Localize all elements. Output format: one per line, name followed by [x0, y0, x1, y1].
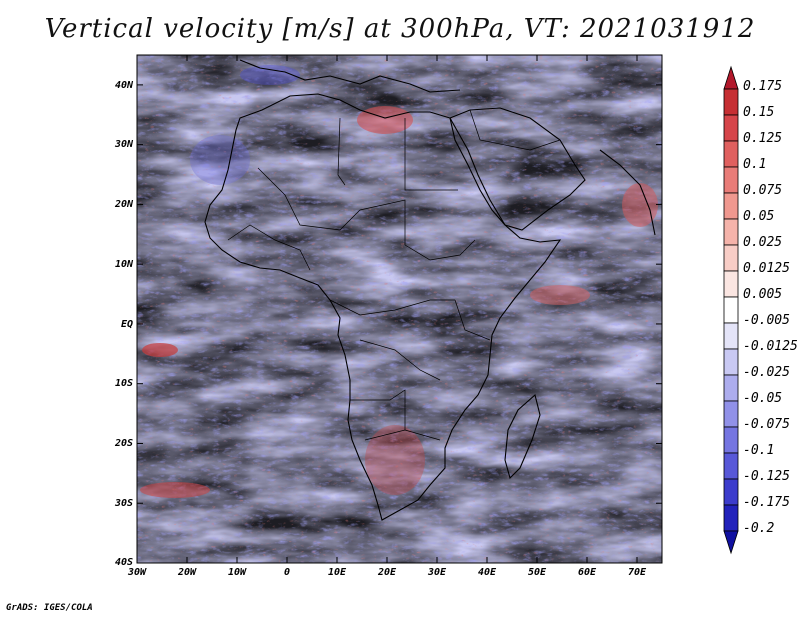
colorbar-segment: [723, 140, 739, 168]
india-coastline: [599, 149, 656, 236]
colorbar-label: 0.075: [743, 183, 783, 198]
lon-label-20w: 20W: [177, 567, 197, 578]
border-sahara-2: [337, 117, 346, 186]
colorbar-segment: [723, 452, 739, 480]
lon-label-20e: 20E: [377, 567, 397, 578]
colorbar-top-arrow: [723, 65, 739, 90]
lon-label-0: 0: [283, 567, 291, 578]
lon-label-70e: 70E: [627, 567, 647, 578]
colorbar-segment: [723, 426, 739, 454]
lat-label-20s: 20S: [114, 438, 133, 449]
colorbar-segment: [723, 88, 739, 116]
colorbar-segment: [723, 374, 739, 402]
border-congo: [359, 339, 441, 381]
colorbar-label: -0.125: [743, 469, 790, 484]
border-middle-east: [469, 109, 561, 151]
colorbar-label: 0.025: [743, 235, 783, 250]
colorbar: [723, 65, 739, 555]
colorbar-label: 0.0125: [743, 261, 790, 276]
feature-upward-south-atlantic: [140, 482, 210, 498]
colorbar-label: -0.075: [743, 417, 790, 432]
feature-upward-libya: [357, 106, 413, 134]
country-borders: [227, 109, 561, 441]
lon-label-30e: 30E: [427, 567, 447, 578]
arabia-coastline: [449, 107, 586, 231]
lat-label-40s: 40S: [114, 557, 133, 568]
colorbar-segment: [723, 478, 739, 506]
colorbar-segment: [723, 244, 739, 272]
colorbar-bottom-arrow: [723, 530, 739, 555]
feature-upward-atlantic: [142, 343, 178, 357]
lat-label-10n: 10N: [114, 259, 133, 270]
europe-coastline: [239, 59, 461, 93]
lat-label-eq: EQ: [120, 319, 133, 330]
lon-label-10e: 10E: [327, 567, 347, 578]
colorbar-label: 0.1: [743, 157, 767, 172]
africa-coastline: [204, 93, 562, 521]
lat-label-40n: 40N: [114, 80, 133, 91]
lon-label-50e: 50E: [527, 567, 547, 578]
credit-text: GrADS: IGES/COLA: [6, 603, 93, 613]
lon-label-60e: 60E: [577, 567, 597, 578]
lon-label-30w: 30W: [127, 567, 147, 578]
border-sahara-1: [257, 167, 406, 245]
colorbar-segment: [723, 348, 739, 376]
colorbar-label: 0.15: [743, 105, 775, 120]
border-east-africa: [454, 299, 491, 341]
colorbar-segment: [723, 322, 739, 350]
colorbar-label: -0.05: [743, 391, 783, 406]
colorbar-label: -0.175: [743, 495, 790, 510]
colorbar-segment: [723, 504, 739, 532]
madagascar-coastline: [504, 393, 541, 480]
map-title: Vertical velocity [m/s] at 300hPa, VT: 2…: [44, 14, 756, 44]
colorbar-label: 0.175: [743, 79, 783, 94]
feature-downward-sahara: [190, 135, 250, 185]
border-egypt: [404, 118, 458, 191]
colorbar-label: 0.125: [743, 131, 783, 146]
colorbar-label: -0.2: [743, 521, 775, 536]
colorbar-label: 0.005: [743, 287, 783, 302]
border-west-africa: [227, 224, 311, 271]
colorbar-segment: [723, 114, 739, 142]
border-sudan: [404, 239, 476, 261]
lat-label-20n: 20N: [114, 199, 133, 210]
colorbar-label: -0.0125: [743, 339, 798, 354]
colorbar-label: -0.1: [743, 443, 775, 458]
colorbar-label: -0.025: [743, 365, 790, 380]
colorbar-segment: [723, 218, 739, 246]
border-southern: [364, 429, 441, 441]
feature-upward-india: [622, 183, 658, 227]
colorbar-segment: [723, 192, 739, 220]
coastlines: [204, 59, 656, 521]
colorbar-segment: [723, 166, 739, 194]
feature-upward-indian-ocean: [530, 285, 590, 305]
lat-label-10s: 10S: [114, 378, 133, 389]
feature-upward-southern-africa: [365, 425, 425, 495]
colorbar-label: 0.05: [743, 209, 775, 224]
colorbar-segment: [723, 270, 739, 298]
lon-label-40e: 40E: [477, 567, 497, 578]
colorbar-label: -0.005: [743, 313, 790, 328]
plot-frame: [136, 54, 663, 564]
feature-downward-mediterranean: [240, 65, 300, 85]
colorbar-segment: [723, 400, 739, 428]
lat-label-30n: 30N: [114, 139, 133, 150]
axis-ticks: [136, 55, 662, 564]
border-central-africa: [329, 299, 455, 316]
lon-label-10w: 10W: [227, 567, 247, 578]
colorbar-segment: [723, 296, 739, 324]
lat-label-30s: 30S: [114, 498, 133, 509]
border-angola: [350, 389, 406, 430]
